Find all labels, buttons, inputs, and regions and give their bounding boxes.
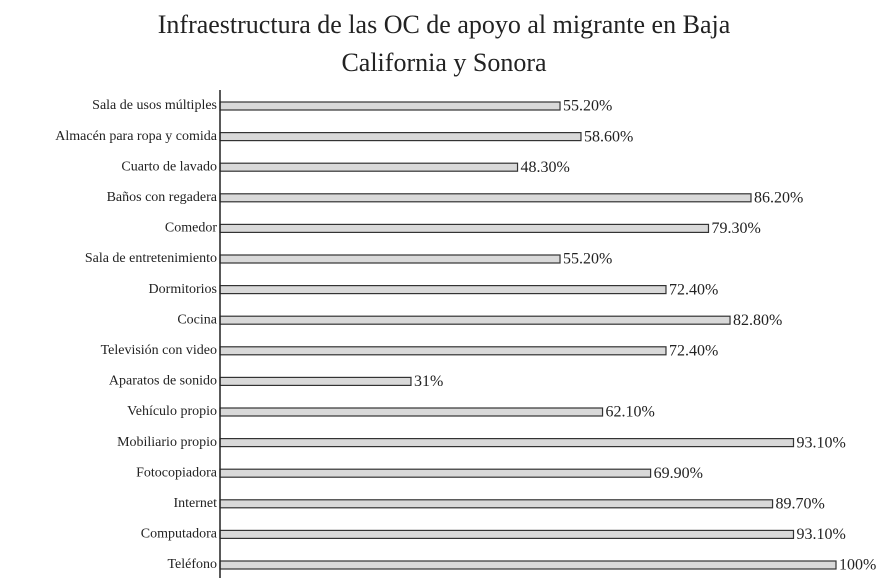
y-tick-label: Almacén para ropa y comida [55,129,217,144]
bar [219,223,710,233]
value-label: 72.40% [669,342,718,359]
value-label: 55.20% [563,251,612,268]
y-tick-label: Baños con regadera [107,190,218,205]
y-tick-label: Aparatos de sonido [109,374,217,389]
chart-title: Infraestructura de las OC de apoyo al mi… [157,10,731,77]
value-label: 31% [414,373,443,390]
y-tick-label: Sala de entretenimiento [85,251,217,266]
bar [219,132,582,142]
bar [219,529,795,540]
value-label: 58.60% [584,128,633,145]
value-label: 93.10% [796,434,845,451]
value-label: 72.40% [669,281,718,298]
y-tick-label: Dormitorios [149,282,217,297]
value-label: 93.10% [796,526,845,543]
bar [219,468,652,478]
y-tick-label: Cocina [177,312,217,327]
value-label: 89.70% [776,495,825,512]
bar [219,346,667,356]
y-tick-label: Teléfono [167,557,217,572]
bar [219,438,795,448]
value-label: 86.20% [754,189,803,206]
bar [219,254,561,264]
value-label: 48.30% [521,159,570,176]
bar [219,560,837,570]
value-label: 79.30% [711,220,760,237]
value-label: 62.10% [606,404,655,421]
bar [219,193,752,203]
value-label: 69.90% [654,465,703,482]
value-label: 82.80% [733,312,782,329]
y-tick-label: Cuarto de lavado [121,159,217,174]
y-tick-label: Comedor [165,221,217,236]
y-tick-label: Sala de usos múltiples [92,98,217,113]
y-tick-label: Computadora [141,527,218,542]
bar [219,285,667,295]
bar [219,101,561,111]
bar [219,162,519,172]
bar [219,499,774,509]
value-label: 55.20% [563,98,612,115]
bar [219,315,731,325]
y-tick-label: Mobiliario propio [117,435,217,450]
y-tick-label: Televisión con video [101,343,217,358]
y-tick-label: Internet [173,496,217,511]
bar [219,407,604,417]
y-tick-label: Fotocopiadora [136,465,218,480]
y-tick-label: Vehículo propio [127,404,217,419]
value-label: 100% [839,557,876,574]
bar [219,376,412,386]
